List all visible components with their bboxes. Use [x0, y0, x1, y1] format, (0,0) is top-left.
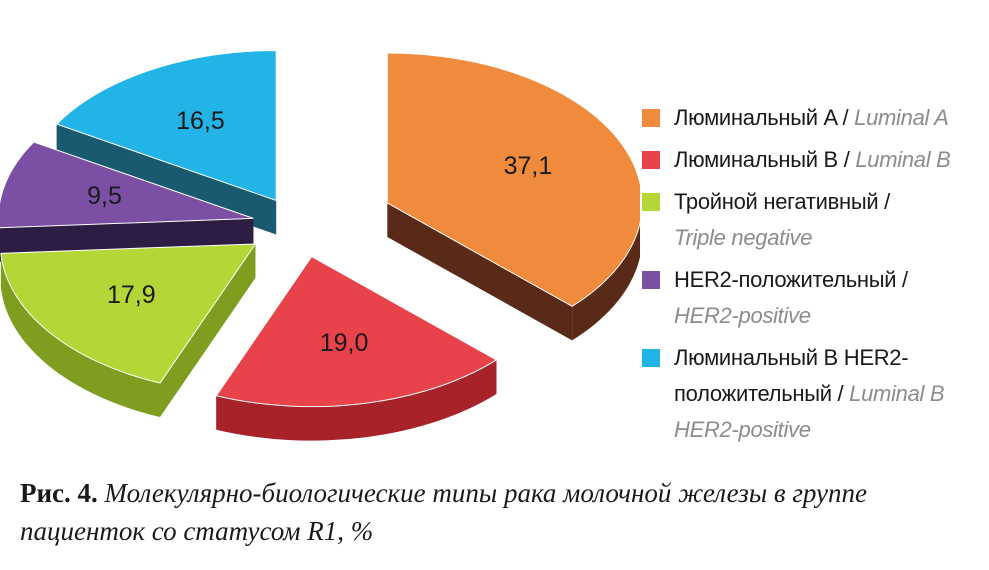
legend-label-ru: HER2-положительный / — [674, 267, 908, 292]
pie-chart: 16,5 37,1 9,5 17,9 19,0 — [0, 49, 640, 441]
legend-label-ru: Люминальный A / — [674, 105, 849, 130]
pie-slice-wall — [387, 202, 573, 341]
slice-value-label: 17,9 — [107, 281, 156, 309]
legend-item-triple-negative: Тройной негативный / Triple negative — [642, 184, 987, 256]
slice-value-label: 16,5 — [176, 107, 225, 135]
slice-value-label: 37,1 — [504, 152, 553, 180]
chart-legend: Люминальный A / Luminal A Люминальный B … — [642, 100, 987, 454]
pie-slice — [0, 243, 257, 384]
legend-swatch-her2-positive — [642, 271, 660, 289]
legend-item-luminal-b: Люминальный B / Luminal B — [642, 142, 987, 178]
legend-item-her2-positive: HER2-положительный / HER2-positive — [642, 262, 987, 334]
legend-item-luminal-a: Люминальный A / Luminal A — [642, 100, 987, 136]
legend-swatch-triple-negative — [642, 193, 660, 211]
pie-slice-side — [216, 359, 497, 441]
legend-label-en: Luminal A — [854, 105, 949, 130]
pie-slice — [0, 141, 254, 229]
pie-slice-group: 19,0 — [215, 255, 498, 441]
figure-caption: Рис. 4. Молекулярно-биологические типы р… — [20, 474, 975, 550]
legend-label-en: Luminal B HER2-positive — [674, 381, 945, 442]
legend-label-ru: Люминальный B / — [674, 147, 850, 172]
legend-label-en: Luminal B — [855, 147, 951, 172]
caption-label: Рис. 4. — [20, 478, 98, 508]
pie-slice-group: 17,9 — [0, 243, 257, 418]
legend-item-luminal-b-her2: Люминальный B HER2-положительный / Lumin… — [642, 340, 987, 448]
legend-swatch-luminal-a — [642, 109, 660, 127]
pie-slice — [215, 255, 498, 408]
slice-value-label: 19,0 — [320, 329, 369, 357]
legend-swatch-luminal-b — [642, 151, 660, 169]
legend-label-en: Triple negative — [674, 225, 813, 250]
pie-slice-group: 37,1 — [386, 52, 640, 341]
legend-label-ru: Люминальный B HER2-положительный / — [674, 345, 909, 406]
legend-swatch-luminal-b-her2 — [642, 349, 660, 367]
legend-label-en: HER2-positive — [674, 303, 811, 328]
pie-slice — [55, 49, 277, 202]
pie-slice-wall — [160, 243, 256, 418]
pie-slice — [386, 52, 640, 307]
caption-text: Молекулярно-биологические типы рака моло… — [20, 478, 867, 546]
slice-value-label: 9,5 — [87, 182, 122, 210]
legend-label-ru: Тройной негативный / — [674, 189, 890, 214]
pie-slice-side — [0, 253, 161, 418]
